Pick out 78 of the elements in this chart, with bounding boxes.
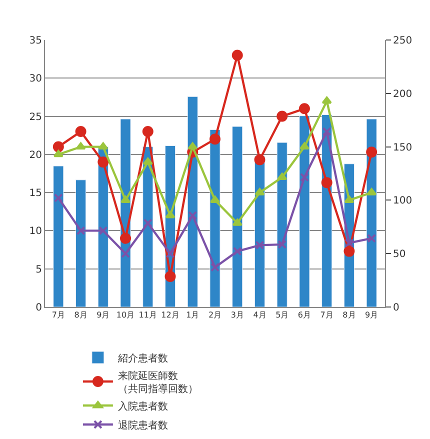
legend-label: 紹介患者数 bbox=[116, 352, 168, 364]
point bbox=[366, 146, 378, 158]
y2-tick-label: 0 bbox=[393, 302, 400, 314]
x-tick-label: 4月 bbox=[253, 310, 266, 320]
point bbox=[278, 240, 287, 249]
point bbox=[299, 142, 310, 150]
point bbox=[344, 196, 354, 203]
y-tick-label: 30 bbox=[29, 74, 42, 85]
legend-label: 来院延医師数（共同指導回数） bbox=[118, 370, 198, 395]
bar bbox=[53, 166, 64, 307]
point bbox=[366, 188, 377, 196]
point bbox=[232, 50, 243, 61]
point bbox=[298, 103, 310, 114]
y-tick-label: 20 bbox=[29, 150, 42, 161]
y2-tick-label: 200 bbox=[393, 88, 412, 100]
x-tick-label: 7月 bbox=[52, 310, 65, 320]
y-tick-label: 10 bbox=[29, 226, 42, 238]
point bbox=[254, 188, 265, 196]
point bbox=[120, 232, 132, 244]
point bbox=[75, 126, 86, 138]
point bbox=[76, 142, 86, 150]
x-tick-label: 3月 bbox=[230, 310, 244, 320]
y-tick-label: 15 bbox=[29, 188, 42, 200]
point bbox=[98, 156, 109, 168]
point bbox=[142, 126, 154, 138]
point bbox=[76, 226, 86, 236]
legend-label: 入院患者数 bbox=[118, 400, 168, 412]
point bbox=[166, 249, 175, 258]
bar bbox=[276, 142, 288, 307]
point bbox=[277, 172, 288, 180]
point bbox=[344, 238, 354, 248]
x-tick-label: 6月 bbox=[298, 310, 312, 320]
point bbox=[322, 127, 332, 136]
point bbox=[52, 141, 64, 152]
point bbox=[98, 226, 108, 236]
y-tick-label: 0 bbox=[36, 302, 42, 314]
x-tick-label: 11月 bbox=[138, 310, 157, 320]
point bbox=[255, 240, 264, 250]
point bbox=[254, 154, 266, 166]
y-tick-label: 35 bbox=[29, 36, 42, 46]
x-tick-label: 9月 bbox=[365, 310, 378, 320]
x-tick-label: 9月 bbox=[96, 310, 110, 320]
point bbox=[232, 218, 242, 226]
y2-tick-label: 50 bbox=[393, 249, 406, 260]
x-tick-label: 5月 bbox=[276, 310, 289, 320]
point bbox=[142, 158, 153, 165]
point bbox=[367, 234, 376, 243]
legend-label: 退院患者数 bbox=[118, 419, 168, 432]
point bbox=[98, 142, 108, 150]
point bbox=[164, 270, 176, 282]
y-tick-label: 25 bbox=[29, 112, 42, 123]
point bbox=[210, 262, 220, 272]
point bbox=[210, 134, 220, 145]
point bbox=[188, 142, 198, 150]
point bbox=[53, 150, 64, 158]
bar bbox=[232, 126, 243, 307]
x-tick-label: 10月 bbox=[116, 310, 135, 320]
y2-tick-label: 250 bbox=[393, 36, 412, 46]
y2-tick-label: 150 bbox=[393, 142, 412, 154]
x-tick-label: 8月 bbox=[74, 310, 88, 320]
x-tick-label: 1月 bbox=[186, 310, 200, 320]
bar bbox=[76, 180, 86, 307]
point bbox=[300, 172, 309, 182]
point bbox=[54, 193, 63, 202]
y-tick-label: 5 bbox=[36, 264, 42, 276]
x-tick-label: 8月 bbox=[342, 310, 356, 320]
point bbox=[232, 246, 242, 256]
point bbox=[276, 110, 288, 122]
point bbox=[321, 177, 332, 188]
point bbox=[188, 210, 198, 220]
point bbox=[165, 210, 176, 218]
point bbox=[344, 246, 355, 257]
x-tick-label: 12月 bbox=[161, 310, 180, 320]
point bbox=[322, 96, 332, 104]
y2-tick-label: 100 bbox=[393, 196, 412, 207]
x-tick-label: 2月 bbox=[208, 310, 222, 320]
point bbox=[121, 249, 130, 258]
x-tick-label: 7月 bbox=[320, 310, 334, 320]
